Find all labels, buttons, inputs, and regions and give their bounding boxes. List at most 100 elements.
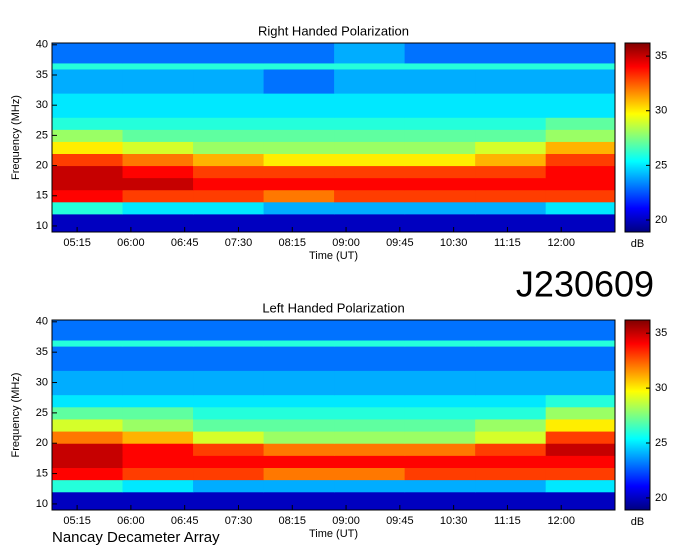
heat-cell	[545, 177, 616, 191]
heat-cell	[52, 418, 124, 432]
heat-cell	[475, 129, 547, 142]
x-axis-label: Time (UT)	[309, 528, 358, 540]
y-tick-label: 40	[36, 316, 48, 328]
heat-cell	[263, 177, 335, 191]
heat-cell	[52, 117, 124, 130]
heat-cell	[193, 491, 265, 511]
heat-cell	[334, 141, 406, 155]
colorbar	[624, 319, 651, 511]
heat-cell	[122, 320, 194, 341]
heat-cell	[404, 418, 476, 432]
heat-cell	[122, 68, 194, 94]
heat-cell	[263, 141, 335, 155]
heat-cell	[475, 43, 547, 64]
heat-cell	[545, 320, 616, 341]
heat-cell	[52, 491, 124, 511]
heat-cell	[334, 491, 406, 511]
heat-cell	[334, 43, 406, 64]
chart-title: Right Handed Polarization	[258, 23, 409, 38]
heat-cell	[334, 177, 406, 191]
heat-cell	[263, 189, 335, 203]
heat-cell	[334, 406, 406, 420]
heat-cell	[545, 62, 616, 70]
heat-cell	[263, 43, 335, 64]
heat-cell	[193, 117, 265, 130]
heat-cell	[122, 370, 194, 396]
heat-cell	[334, 213, 406, 233]
x-tick-label: 09:00	[332, 237, 360, 249]
heat-cell	[475, 165, 547, 179]
heat-cell	[52, 455, 124, 469]
y-tick-label: 25	[36, 407, 48, 419]
heat-cell	[122, 43, 194, 64]
heat-cell	[193, 93, 265, 118]
heat-cell	[263, 165, 335, 179]
y-tick-label: 20	[36, 159, 48, 171]
heat-cell	[475, 406, 547, 420]
heat-cell	[263, 443, 335, 456]
heat-cell	[545, 455, 616, 469]
footer: Nancay Decameter Array	[52, 529, 220, 546]
heat-cell	[263, 320, 335, 341]
heat-cell	[263, 117, 335, 130]
heat-cell	[404, 43, 476, 64]
heat-cell	[475, 346, 547, 371]
heat-cell	[193, 320, 265, 341]
heat-cell	[52, 340, 124, 347]
heat-cell	[404, 455, 476, 469]
y-axis-label: Frequency (MHz)	[10, 373, 22, 458]
heat-cell	[404, 406, 476, 420]
heat-cell	[404, 431, 476, 444]
heat-cell	[122, 189, 194, 203]
heat-cell	[334, 418, 406, 432]
heat-cell	[122, 431, 194, 444]
heat-cell	[263, 340, 335, 347]
x-tick-label: 11:15	[494, 237, 521, 249]
heat-cell	[193, 213, 265, 233]
heat-cell	[52, 201, 124, 215]
plot-frame	[51, 319, 616, 511]
heat-cell	[334, 62, 406, 70]
heat-cell	[334, 320, 406, 341]
heat-cell	[52, 467, 124, 481]
heat-cell	[52, 177, 124, 191]
heat-cell	[404, 479, 476, 493]
heat-cell	[263, 346, 335, 371]
heat-cell	[193, 201, 265, 215]
heat-cell	[334, 370, 406, 396]
heat-cell	[475, 189, 547, 203]
heat-cell	[545, 93, 616, 118]
heat-cell	[263, 68, 335, 94]
heat-cell	[404, 394, 476, 408]
station-code: J230609	[516, 264, 654, 305]
colorbar-tick-label: 25	[655, 437, 667, 449]
heat-cell	[193, 177, 265, 191]
y-tick-label: 25	[36, 129, 48, 141]
heat-cell	[122, 406, 194, 420]
heat-cell	[334, 443, 406, 456]
heat-cell	[545, 418, 616, 432]
heat-cell	[193, 418, 265, 432]
heat-cell	[334, 455, 406, 469]
heat-cell	[122, 201, 194, 215]
heat-cell	[545, 213, 616, 233]
heat-cell	[122, 165, 194, 179]
heat-cell	[193, 153, 265, 167]
heat-cell	[334, 201, 406, 215]
y-tick-label: 30	[36, 99, 48, 111]
heat-cell	[52, 370, 124, 396]
heat-cell	[334, 165, 406, 179]
heat-cell	[122, 153, 194, 167]
heat-cell	[122, 455, 194, 469]
heat-cell	[404, 346, 476, 371]
heat-cell	[193, 443, 265, 456]
heat-cell	[52, 406, 124, 420]
heat-cell	[193, 467, 265, 481]
heat-cell	[404, 201, 476, 215]
heat-cell	[122, 340, 194, 347]
heat-cell	[404, 177, 476, 191]
heat-cell	[122, 141, 194, 155]
heat-cell	[404, 141, 476, 155]
heat-cell	[263, 479, 335, 493]
